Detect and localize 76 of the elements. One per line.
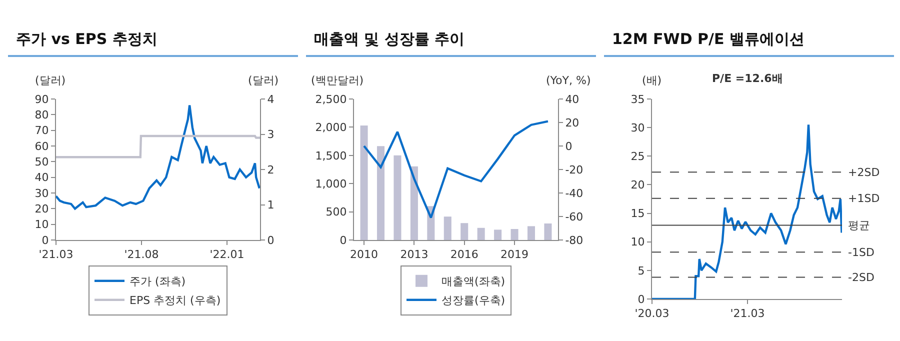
legend-label: 주가 (좌측)	[130, 275, 186, 288]
y-tick-label: 5	[638, 264, 645, 278]
y2-tick-label: 4	[267, 92, 274, 106]
y2-tick-label: 20	[565, 116, 580, 130]
y2-axis-title: (달러)	[248, 74, 279, 87]
y-tick-label: 20	[34, 202, 49, 216]
y-tick-label: 2,000	[315, 121, 347, 134]
y-tick-label: 60	[34, 140, 49, 153]
y-tick-label: 1,000	[315, 177, 347, 190]
bar	[360, 126, 368, 240]
bar	[376, 146, 385, 240]
x-tick-label: 2010	[350, 248, 378, 262]
x-tick-label: '21.03	[38, 248, 74, 262]
y-tick-label: 10	[34, 218, 49, 232]
x-tick-label: '20.03	[634, 307, 670, 320]
ref-line-label: +2SD	[848, 166, 880, 179]
y-tick-label: 80	[34, 108, 49, 122]
chart-subtitle: P/E =12.6배	[712, 72, 783, 85]
legend-label: 성장률(우축)	[442, 294, 506, 308]
bar	[394, 155, 402, 240]
y-tick-label: 30	[34, 186, 49, 200]
y2-tick-label: 1	[267, 198, 274, 212]
y-tick-label: 0	[638, 292, 645, 306]
y-tick-label: 15	[630, 207, 645, 220]
y-axis-title: (배)	[642, 74, 662, 87]
y2-tick-label: 2	[267, 163, 274, 176]
line-series	[56, 104, 260, 210]
bar	[444, 216, 452, 240]
y-tick-label: 0	[42, 234, 49, 247]
legend-label: EPS 추정치 (우측)	[130, 294, 221, 308]
ref-line-label: -2SD	[848, 271, 874, 284]
y2-tick-label: 3	[267, 128, 274, 142]
y-tick-label: 25	[630, 150, 645, 163]
bar	[544, 223, 552, 240]
bar	[494, 230, 502, 240]
y-tick-label: 1,500	[315, 149, 347, 162]
y-axis-title: (백만달러)	[311, 74, 364, 87]
y-tick-label: 30	[630, 121, 645, 134]
y2-tick-label: -40	[565, 186, 584, 200]
chart-title: 12M FWD P/E 밸류에이션	[604, 0, 894, 57]
y-tick-label: 500	[326, 206, 347, 219]
y-tick-label: 70	[34, 124, 49, 138]
y2-tick-label: -80	[565, 234, 584, 247]
y-tick-label: 50	[34, 156, 49, 169]
ref-line-label: 평균	[848, 219, 870, 232]
y-tick-label: 20	[630, 178, 645, 192]
bar	[410, 166, 418, 240]
y2-tick-label: -20	[565, 163, 584, 176]
y-tick-label: 35	[630, 92, 645, 106]
y2-tick-label: 0	[267, 234, 274, 247]
y-tick-label: 0	[340, 234, 347, 247]
x-tick-label: 2016	[450, 248, 478, 262]
y2-tick-label: 40	[565, 92, 580, 106]
ref-line-label: +1SD	[848, 192, 880, 205]
y2-tick-label: 0	[565, 140, 572, 153]
bar	[527, 226, 536, 240]
y-tick-label: 2,500	[315, 92, 347, 106]
y-axis-title: (달러)	[35, 74, 66, 87]
chart-title: 주가 vs EPS 추정치	[8, 0, 298, 57]
y2-axis-title: (YoY, %)	[546, 74, 591, 87]
legend-label: 매출액(좌축)	[442, 275, 506, 288]
bar	[460, 223, 468, 240]
y2-tick-label: -60	[565, 210, 584, 224]
x-tick-label: 2013	[400, 248, 428, 262]
x-tick-label: '21.08	[124, 248, 159, 262]
y-tick-label: 10	[630, 236, 645, 249]
chart-title: 매출액 및 성장률 추이	[306, 0, 596, 57]
y-tick-label: 40	[34, 171, 49, 184]
x-tick-label: '22.01	[210, 248, 244, 262]
bar	[510, 229, 518, 240]
x-tick-label: '21.03	[730, 307, 765, 320]
bar	[477, 228, 485, 240]
x-tick-label: 2019	[500, 248, 529, 262]
line-series	[362, 120, 550, 219]
ref-line-label: -1SD	[848, 246, 874, 259]
y-tick-label: 90	[34, 92, 49, 106]
